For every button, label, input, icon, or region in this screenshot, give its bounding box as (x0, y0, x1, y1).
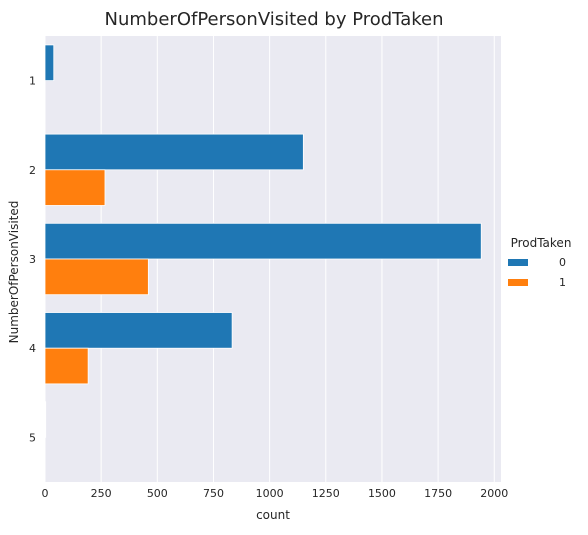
y-tick-label: 2 (29, 164, 36, 177)
x-axis-ticks: 0 250 500 750 1000 1250 1500 1750 2000 (42, 487, 509, 500)
legend: ProdTaken 0 1 (508, 236, 571, 289)
legend-label: 0 (559, 256, 566, 269)
legend-swatch (508, 279, 528, 286)
x-tick-label: 0 (42, 487, 49, 500)
legend-title: ProdTaken (511, 236, 572, 250)
legend-label: 1 (559, 276, 566, 289)
bars (44, 44, 482, 438)
bar-4-1 (44, 347, 89, 385)
bar-2-0 (44, 133, 304, 171)
y-tick-label: 4 (29, 342, 36, 355)
bar-4-0 (44, 312, 233, 349)
x-tick-label: 1750 (424, 487, 452, 500)
bar-2-1 (44, 169, 106, 206)
y-tick-label: 1 (29, 75, 36, 88)
y-tick-label: 5 (29, 431, 36, 444)
bar-5-0 (44, 401, 47, 438)
x-tick-label: 750 (203, 487, 224, 500)
x-axis-label: count (256, 508, 290, 522)
y-axis-ticks: 1 2 3 4 5 (29, 75, 36, 445)
x-tick-label: 250 (91, 487, 112, 500)
chart-title: NumberOfPersonVisited by ProdTaken (105, 9, 444, 30)
y-axis-label: NumberOfPersonVisited (7, 201, 21, 344)
bar-3-1 (44, 258, 149, 296)
legend-swatch (508, 259, 528, 266)
bar-3-0 (44, 222, 482, 260)
x-tick-label: 1000 (256, 487, 284, 500)
x-tick-label: 2000 (480, 487, 508, 500)
x-tick-label: 1250 (312, 487, 340, 500)
x-tick-label: 500 (147, 487, 168, 500)
y-tick-label: 3 (29, 253, 36, 266)
x-tick-label: 1500 (368, 487, 396, 500)
bar-1-0 (44, 44, 55, 81)
